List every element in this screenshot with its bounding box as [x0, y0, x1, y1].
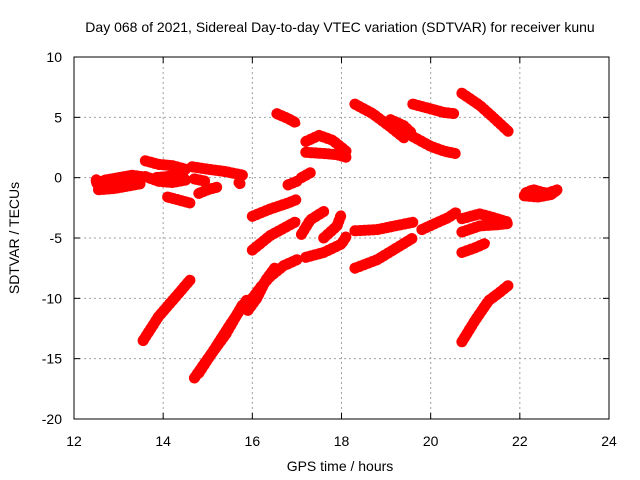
y-tick-label: -5	[50, 230, 63, 246]
series-arc-07-markers	[188, 173, 211, 187]
series-arc-36-markers	[456, 279, 515, 348]
y-tick-label: 10	[46, 49, 62, 65]
x-axis-ticks: 12 14 16 18 20 22 24	[66, 57, 617, 449]
series-arc-27-markers	[349, 232, 419, 274]
series-arc-14-markers	[246, 254, 303, 304]
grid-lines	[74, 57, 609, 419]
series-arc-04-markers	[139, 168, 191, 188]
series-arc-06-markers	[186, 161, 249, 181]
x-tick-label: 14	[155, 433, 171, 449]
x-tick-label: 20	[423, 433, 439, 449]
data-series	[90, 87, 564, 384]
y-tick-label: -20	[42, 411, 62, 427]
series-arc-12-markers	[193, 292, 254, 379]
x-tick-label: 22	[512, 433, 528, 449]
y-axis-ticks: 10 5 0 -5 -10 -15 -20	[42, 49, 609, 427]
series-arc-28-markers	[385, 114, 419, 140]
series-arc-21-markers	[300, 146, 352, 163]
series-arc-24-markers	[318, 208, 347, 244]
series-arc-08-markers	[193, 181, 223, 199]
series-arc-15-markers	[246, 193, 303, 222]
x-tick-label: 24	[601, 433, 617, 449]
series-arc-26-markers	[349, 216, 419, 237]
y-tick-label: 0	[54, 170, 62, 186]
series-arc-34-markers	[456, 218, 515, 238]
y-tick-label: -15	[42, 351, 62, 367]
series-arc-37-markers	[518, 184, 564, 203]
x-tick-label: 16	[245, 433, 261, 449]
series-arc-32-markers	[456, 87, 515, 138]
series-arc-19-markers	[295, 167, 316, 184]
series-arc-18-markers	[282, 175, 303, 191]
series-arc-02-markers	[93, 178, 147, 196]
series-arc-23-markers	[300, 231, 352, 263]
series-arc-35-markers	[456, 237, 492, 258]
series-arc-22-markers	[295, 206, 330, 240]
series-arc-30-markers	[407, 131, 461, 159]
y-axis-label: SDTVAR / TECUs	[6, 182, 22, 294]
y-tick-label: 5	[54, 109, 62, 125]
x-tick-label: 12	[66, 433, 82, 449]
series-arc-03-markers	[139, 155, 191, 175]
chart-title: Day 068 of 2021, Sidereal Day-to-day VTE…	[85, 19, 594, 35]
x-tick-label: 18	[334, 433, 350, 449]
y-tick-label: -10	[42, 290, 62, 306]
series-arc-17-markers	[271, 108, 303, 129]
series-arc-10-markers	[137, 274, 196, 347]
series-arc-16-markers	[246, 215, 303, 256]
series-arc-31-markers	[416, 206, 463, 236]
series-arc-29-markers	[407, 98, 461, 120]
series-arc-25-markers	[349, 98, 410, 144]
series-arc-09-markers	[233, 177, 247, 191]
x-axis-label: GPS time / hours	[287, 458, 394, 474]
series-arc-20-markers	[300, 129, 352, 157]
series-arc-05-markers	[162, 191, 196, 209]
